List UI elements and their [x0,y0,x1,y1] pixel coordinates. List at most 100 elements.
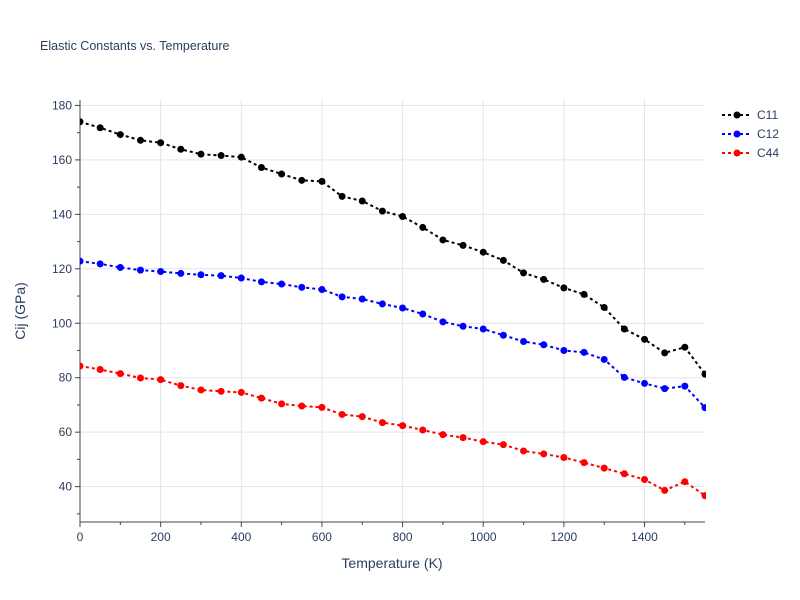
x-tick-label: 200 [151,530,171,544]
data-point-c11 [439,236,447,244]
x-tick-label: 1000 [470,530,497,544]
legend-label-c12: C12 [757,127,779,141]
data-point-c12 [620,373,628,381]
data-point-c11 [237,153,245,161]
data-point-c12 [197,271,205,279]
data-point-c44 [560,453,568,461]
data-point-c44 [661,486,669,494]
data-point-c11 [681,343,689,351]
data-point-c44 [520,447,528,455]
data-point-c12 [499,331,507,339]
legend: C11 C12 C44 [722,108,779,160]
data-point-c11 [560,284,568,292]
data-point-c11 [278,170,286,178]
data-point-c44 [479,438,487,446]
data-point-c12 [681,382,689,390]
y-tick-label: 140 [52,207,72,221]
data-point-c12 [580,348,588,356]
data-point-c11 [358,197,366,205]
data-point-c11 [157,139,165,147]
data-point-c44 [96,366,104,374]
x-tick-label: 0 [77,530,84,544]
data-point-c44 [217,387,225,395]
data-point-c12 [641,379,649,387]
data-point-c12 [257,278,265,286]
data-point-c44 [358,413,366,421]
data-point-c11 [257,164,265,172]
data-point-c12 [701,404,706,412]
data-point-c44 [580,459,588,467]
data-point-c12 [298,283,306,291]
data-point-c11 [620,325,628,333]
data-point-c44 [157,376,165,384]
data-point-c44 [257,394,265,402]
legend-marker-c11 [733,111,741,119]
data-point-c12 [80,257,84,265]
data-point-c11 [96,124,104,132]
data-point-c44 [177,382,185,390]
data-point-c11 [177,145,185,153]
data-point-c44 [439,431,447,439]
data-point-c44 [641,476,649,484]
data-point-c44 [80,362,84,370]
series-line-c44 [80,365,706,497]
data-point-c44 [419,426,427,434]
data-point-c11 [661,349,669,357]
series-c44 [80,362,706,500]
data-point-c12 [540,341,548,349]
data-point-c12 [96,260,104,268]
data-point-c44 [459,434,467,442]
x-tick-label: 800 [393,530,413,544]
data-point-c12 [116,263,124,271]
y-tick-label: 40 [59,480,73,494]
data-point-c44 [197,386,205,394]
data-point-c11 [701,370,706,378]
data-point-c11 [80,118,84,126]
data-point-c11 [298,176,306,184]
data-point-c12 [177,269,185,277]
data-point-c44 [237,388,245,396]
data-point-c11 [479,248,487,256]
data-point-c12 [378,300,386,308]
data-point-c11 [419,223,427,231]
legend-item-c12[interactable]: C12 [722,127,779,141]
data-point-c44 [136,374,144,382]
x-tick-label: 1400 [631,530,658,544]
y-tick-label: 120 [52,262,72,276]
data-point-c12 [318,285,326,293]
data-point-c11 [318,177,326,185]
series-c12 [80,257,706,412]
legend-label-c11: C11 [757,108,778,122]
data-point-c11 [197,150,205,158]
data-point-c44 [681,478,689,486]
x-tick-label: 400 [231,530,251,544]
data-point-c44 [116,370,124,378]
y-tick-label: 100 [52,316,72,330]
data-point-c44 [620,470,628,478]
data-point-c44 [298,402,306,410]
data-point-c12 [157,268,165,276]
data-point-c11 [116,131,124,139]
legend-label-c44: C44 [757,146,779,160]
data-point-c11 [499,256,507,264]
data-point-c12 [520,337,528,345]
data-point-c12 [338,293,346,301]
data-point-c11 [520,269,528,277]
data-point-c44 [701,492,706,500]
legend-item-c11[interactable]: C11 [722,108,778,122]
y-tick-label: 160 [52,153,72,167]
data-point-c11 [217,152,225,160]
series-c11 [80,118,706,378]
data-point-c44 [399,422,407,430]
legend-item-c44[interactable]: C44 [722,146,779,160]
data-point-c12 [419,310,427,318]
data-point-c12 [600,355,608,363]
axes: 0 200 400 600 800 1000 1200 1400 40 60 80 100 120 140… [52,98,705,544]
data-point-c11 [580,290,588,298]
data-point-c12 [399,304,407,312]
legend-marker-c12 [733,130,741,138]
data-point-c44 [278,400,286,408]
legend-marker-c44 [733,149,741,157]
